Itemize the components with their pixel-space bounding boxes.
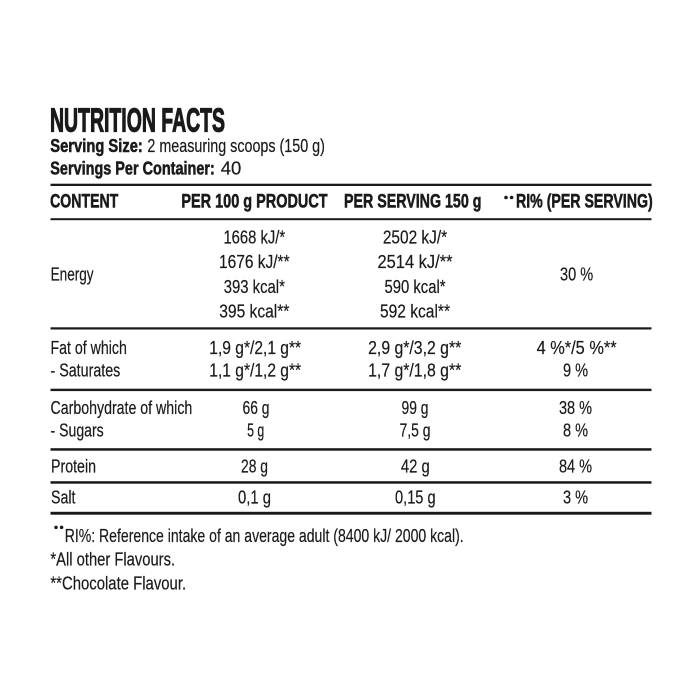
svg-text:395 kcal**: 395 kcal** bbox=[219, 300, 289, 321]
svg-text:- Saturates: - Saturates bbox=[51, 360, 121, 381]
svg-text:Servings Per Container:: Servings Per Container: bbox=[50, 157, 215, 178]
svg-text:9 %: 9 % bbox=[563, 360, 588, 381]
svg-text:1668 kJ/*: 1668 kJ/* bbox=[223, 226, 285, 247]
svg-text:7,5 g: 7,5 g bbox=[400, 420, 431, 441]
svg-text:5 g: 5 g bbox=[247, 420, 264, 441]
svg-text:1676 kJ/**: 1676 kJ/** bbox=[219, 251, 290, 272]
svg-text:Energy: Energy bbox=[51, 264, 95, 285]
svg-text:NUTRITION FACTS: NUTRITION FACTS bbox=[50, 102, 225, 139]
svg-text:0,15 g: 0,15 g bbox=[395, 486, 436, 507]
svg-text:**Chocolate Flavour.: **Chocolate Flavour. bbox=[50, 572, 186, 593]
svg-text:592 kcal**: 592 kcal** bbox=[380, 300, 450, 321]
svg-text:3 %: 3 % bbox=[563, 486, 588, 507]
svg-text:Carbohydrate of which: Carbohydrate of which bbox=[51, 397, 193, 418]
svg-text:2 measuring scoops (150 g): 2 measuring scoops (150 g) bbox=[147, 135, 325, 156]
svg-text:66 g: 66 g bbox=[243, 397, 270, 418]
svg-text:RI%: Reference intake of an av: RI%: Reference intake of an average adul… bbox=[65, 525, 464, 546]
svg-text:RI% (PER SERVING): RI% (PER SERVING) bbox=[516, 191, 653, 213]
svg-text:42 g: 42 g bbox=[401, 456, 430, 477]
svg-text:1,1 g*/1,2 g**: 1,1 g*/1,2 g** bbox=[209, 360, 301, 381]
svg-text:*All other Flavours.: *All other Flavours. bbox=[50, 548, 175, 569]
svg-text:1,9 g*/2,1 g**: 1,9 g*/2,1 g** bbox=[209, 337, 301, 358]
svg-text:CONTENT: CONTENT bbox=[50, 191, 118, 213]
svg-text:Protein: Protein bbox=[51, 456, 96, 477]
svg-text:0,1 g: 0,1 g bbox=[238, 486, 271, 507]
svg-text:28 g: 28 g bbox=[241, 456, 268, 477]
svg-text:PER 100 g PRODUCT: PER 100 g PRODUCT bbox=[181, 191, 327, 213]
svg-text:30 %: 30 % bbox=[560, 264, 593, 285]
svg-text:- Sugars: - Sugars bbox=[51, 420, 104, 441]
svg-text:Salt: Salt bbox=[51, 486, 76, 507]
svg-text:2514 kJ/**: 2514 kJ/** bbox=[378, 251, 453, 272]
svg-text:4 %*/5 %**: 4 %*/5 %** bbox=[537, 337, 617, 358]
svg-text:99 g: 99 g bbox=[402, 397, 429, 418]
svg-text:1,7 g*/1,8 g**: 1,7 g*/1,8 g** bbox=[368, 360, 461, 381]
svg-text:40: 40 bbox=[221, 157, 242, 178]
svg-text:2502 kJ/*: 2502 kJ/* bbox=[383, 226, 447, 247]
svg-text:38 %: 38 % bbox=[559, 397, 592, 418]
svg-text:8 %: 8 % bbox=[563, 420, 588, 441]
svg-text:393 kcal*: 393 kcal* bbox=[224, 276, 285, 297]
svg-text:Serving Size:: Serving Size: bbox=[50, 135, 143, 156]
svg-text:PER SERVING 150 g: PER SERVING 150 g bbox=[344, 191, 481, 213]
svg-text:84 %: 84 % bbox=[559, 456, 592, 477]
svg-text:2,9 g*/3,2 g**: 2,9 g*/3,2 g** bbox=[368, 337, 461, 358]
svg-text:Fat of which: Fat of which bbox=[51, 337, 127, 358]
svg-text:590 kcal*: 590 kcal* bbox=[384, 276, 445, 297]
